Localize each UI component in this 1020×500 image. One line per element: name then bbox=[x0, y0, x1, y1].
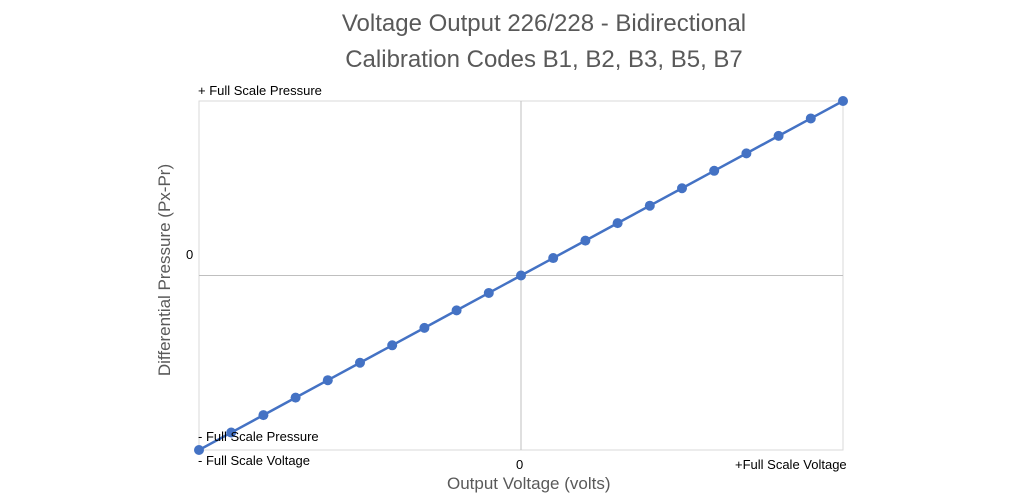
data-point bbox=[387, 340, 398, 351]
data-point bbox=[419, 322, 430, 333]
y-axis-title: Differential Pressure (Px-Pr) bbox=[155, 163, 174, 377]
data-point bbox=[741, 148, 752, 159]
data-point bbox=[709, 165, 720, 176]
data-point bbox=[838, 96, 848, 106]
data-point bbox=[773, 130, 784, 141]
data-point bbox=[677, 183, 687, 194]
data-point bbox=[290, 392, 301, 403]
data-point bbox=[226, 427, 237, 438]
y-tick-min: - Full Scale Pressure bbox=[198, 429, 319, 444]
chart-title-line2: Calibration Codes B1, B2, B3, B5, B7 bbox=[345, 46, 743, 73]
data-point bbox=[516, 270, 526, 281]
data-point bbox=[548, 253, 559, 264]
data-point bbox=[644, 200, 655, 211]
data-point bbox=[355, 357, 365, 368]
data-point bbox=[322, 375, 333, 386]
data-point bbox=[580, 235, 591, 246]
x-tick-max: +Full Scale Voltage bbox=[735, 457, 847, 472]
data-point bbox=[451, 305, 462, 316]
data-point bbox=[194, 445, 204, 455]
x-tick-min: - Full Scale Voltage bbox=[198, 453, 311, 468]
data-point bbox=[483, 287, 494, 298]
data-point bbox=[258, 410, 269, 421]
data-point bbox=[612, 218, 623, 229]
x-axis-title: Output Voltage (volts) bbox=[447, 474, 611, 493]
y-tick-zero: 0 bbox=[186, 247, 194, 262]
chart-title-line1: Voltage Output 226/228 - Bidirectional bbox=[341, 10, 747, 37]
y-tick-max: + Full Scale Pressure bbox=[198, 83, 322, 98]
data-point bbox=[805, 113, 816, 124]
x-tick-zero: 0 bbox=[516, 457, 524, 472]
